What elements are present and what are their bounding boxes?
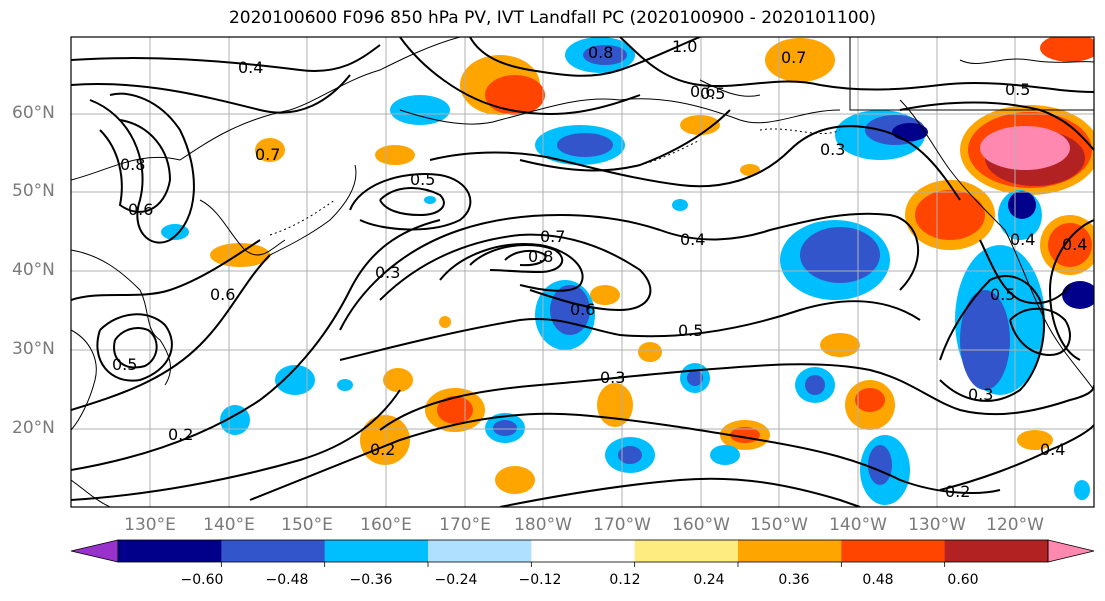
contour-label: 0.5 <box>112 355 137 374</box>
contour-label: 0.4 <box>1062 235 1087 254</box>
contour-label: 0.6 <box>128 200 153 219</box>
contour-label: 0.5 <box>990 285 1015 304</box>
contour-label: 1.0 <box>672 37 697 56</box>
contour-label: 0.7 <box>781 48 806 67</box>
lon-label: 160°W <box>672 515 730 535</box>
lon-label: 150°E <box>281 515 333 535</box>
map-frame <box>70 36 1095 508</box>
contour-label: 0.5 <box>678 321 703 340</box>
lat-label: 50°N <box>12 181 55 201</box>
map-title: 2020100600 F096 850 hPa PV, IVT Landfall… <box>228 8 876 28</box>
contour-label: 0.3 <box>968 385 993 404</box>
lon-label: 130°E <box>124 515 176 535</box>
lon-label: 170°E <box>439 515 491 535</box>
contour-label: 0.4 <box>1040 440 1065 459</box>
colorbar-bin <box>428 540 532 562</box>
lat-label: 40°N <box>12 260 55 280</box>
lon-label: 170°W <box>593 515 651 535</box>
contour-label: 0.4 <box>238 58 263 77</box>
lon-label: 140°E <box>203 515 255 535</box>
colorbar-bin <box>841 540 946 562</box>
contour-labels: 0.4 0.5 0.5 0.6 0.7 0.8 1.0 0.6 0.8 0.5 … <box>112 37 1087 501</box>
colorbar-bin <box>634 540 739 562</box>
lon-label: 140°W <box>829 515 887 535</box>
colorbar-tick-label: −0.60 <box>180 572 224 588</box>
colorbar-extend-low <box>70 539 119 563</box>
colorbar <box>70 539 1095 567</box>
contour-label: 0.4 <box>1010 230 1035 249</box>
colorbar-tick-label: 0.48 <box>862 572 894 588</box>
lon-label: 160°E <box>360 515 412 535</box>
contour-label: 0.5 <box>700 84 725 103</box>
contour-label: 0.8 <box>120 155 145 174</box>
pv-contours <box>71 37 1094 507</box>
colorbar-bin <box>324 540 429 562</box>
contour-label: 0.2 <box>370 440 395 459</box>
contour-label: 0.2 <box>168 425 193 444</box>
contour-label: 0.6 <box>690 82 715 101</box>
contour-label: 0.3 <box>600 368 625 387</box>
colorbar-bin <box>531 540 636 562</box>
contour-label: 0.3 <box>375 263 400 282</box>
colorbar-bin <box>738 540 842 562</box>
lat-label: 60°N <box>12 103 55 123</box>
colorbar-tick-label: −0.24 <box>434 572 478 588</box>
colorbar-bin <box>944 540 1049 562</box>
lon-label: 130°W <box>908 515 966 535</box>
colorbar-tick-label: −0.48 <box>265 572 309 588</box>
lon-label: 150°W <box>750 515 808 535</box>
colorbar-bin <box>118 540 222 562</box>
graticule <box>71 37 1094 507</box>
colorbar-tick-label: −0.12 <box>518 572 562 588</box>
contour-label: 0.6 <box>570 300 595 319</box>
contour-label: 0.7 <box>255 145 280 164</box>
colorbar-frame <box>117 539 1049 563</box>
contour-label: 0.8 <box>528 247 553 266</box>
lat-label: 30°N <box>12 339 55 359</box>
lon-label: 180°W <box>514 515 572 535</box>
colorbar-extend-high <box>1047 539 1095 563</box>
contour-label: 0.8 <box>588 43 613 62</box>
colorbar-tick-label: 0.60 <box>947 572 979 588</box>
colorbar-tick-label: 0.36 <box>778 572 810 588</box>
contour-label: 0.5 <box>1005 80 1030 99</box>
lat-label: 20°N <box>12 418 55 438</box>
contour-label: 0.2 <box>945 482 970 501</box>
contour-label: 0.5 <box>410 170 435 189</box>
coastlines <box>71 37 1094 507</box>
contour-label: 0.4 <box>680 230 705 249</box>
contour-label: 0.7 <box>540 227 565 246</box>
colorbar-tick-label: 0.24 <box>693 572 725 588</box>
contour-label: 0.3 <box>820 140 845 159</box>
lon-label: 120°W <box>986 515 1044 535</box>
colorbar-tick-label: 0.12 <box>609 572 641 588</box>
contour-label: 0.6 <box>210 285 235 304</box>
colorbar-bin <box>221 540 326 562</box>
colorbar-tick-label: −0.36 <box>349 572 393 588</box>
